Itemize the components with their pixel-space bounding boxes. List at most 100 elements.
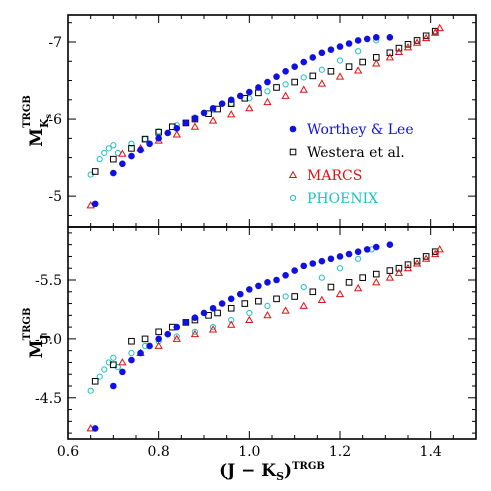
phoenix-point <box>355 48 362 55</box>
worthey-lee-point <box>110 169 117 177</box>
top-y-axis-title: MKs TRGB <box>22 95 53 147</box>
y-tick-label: -5 <box>48 189 62 205</box>
westera-et-al-point <box>345 279 353 286</box>
top-y-axis-sup: TRGB <box>22 95 33 128</box>
worthey-lee-point <box>91 200 99 208</box>
worthey-lee-point <box>327 255 335 263</box>
top-y-axis-subsub: s <box>43 113 53 118</box>
worthey-lee-point <box>155 135 162 142</box>
worthey-lee-point <box>91 425 99 432</box>
marcs-point <box>227 110 236 118</box>
worthey-lee-point <box>273 276 280 284</box>
phoenix-point <box>300 74 307 81</box>
worthey-lee-point <box>110 382 117 390</box>
worthey-lee-point <box>209 304 217 312</box>
worthey-lee-point <box>255 282 262 290</box>
x-axis-title: (J − KS)TRGB <box>219 461 325 483</box>
worthey-lee-point <box>327 46 335 53</box>
marcs-point <box>208 116 218 124</box>
marcs-point <box>385 53 395 61</box>
worthey-lee-point <box>137 146 144 154</box>
marcs-point <box>317 79 327 87</box>
legend-marker-worthey-lee <box>289 125 297 133</box>
worthey-lee-point <box>246 286 253 293</box>
worthey-lee-point <box>291 63 298 70</box>
worthey-lee-point <box>200 309 208 317</box>
marcs-point <box>172 334 181 342</box>
x-axis-main: (J − K <box>219 461 277 481</box>
westera-et-al-point <box>227 304 235 312</box>
legend-marker-phoenix <box>289 194 297 202</box>
phoenix-point <box>246 95 253 102</box>
worthey-lee-point <box>345 250 353 258</box>
westera-et-al-point <box>359 274 366 281</box>
worthey-lee-point <box>227 96 235 104</box>
marcs-point <box>435 23 444 32</box>
phoenix-point <box>336 57 344 64</box>
worthey-lee-point <box>191 314 199 321</box>
worthey-lee-point <box>200 109 208 117</box>
worthey-lee-point <box>218 300 226 307</box>
bottom-y-axis-main: M <box>27 339 47 358</box>
phoenix-point <box>105 145 112 152</box>
worthey-lee-point <box>137 349 144 357</box>
worthey-lee-point <box>318 257 326 265</box>
worthey-lee-point <box>119 368 126 376</box>
phoenix-point <box>264 88 271 95</box>
worthey-lee-point <box>209 104 217 112</box>
phoenix-point <box>101 149 108 157</box>
worthey-lee-point <box>291 267 298 274</box>
westera-et-al-point <box>214 309 221 317</box>
marcs-point <box>403 43 413 51</box>
phoenix-point <box>173 333 180 340</box>
worthey-lee-point <box>264 78 271 86</box>
westera-et-al-point <box>141 335 149 343</box>
westera-et-al-point <box>241 300 249 307</box>
worthey-lee-point <box>336 253 344 260</box>
westera-et-al-point <box>404 261 412 268</box>
westera-et-al-point <box>91 168 99 175</box>
phoenix-point <box>87 387 94 394</box>
marcs-point <box>385 273 395 281</box>
westera-et-al-point <box>395 264 403 272</box>
westera-et-al-point <box>327 283 335 291</box>
worthey-lee-point <box>146 342 153 350</box>
westera-et-al-point <box>404 40 412 48</box>
marcs-point <box>281 91 290 99</box>
marcs-point <box>335 289 345 298</box>
x-axis-sub: S <box>276 470 284 483</box>
worthey-lee-point <box>372 34 380 41</box>
y-tick-label: -4.5 <box>35 391 62 407</box>
marcs-point <box>154 341 163 349</box>
westera-et-al-point <box>255 89 262 97</box>
worthey-lee-point <box>273 73 280 80</box>
bottom-y-axis-sub: J <box>38 334 51 340</box>
worthey-lee-point <box>372 243 380 251</box>
x-axis-sup: TRGB <box>292 461 325 472</box>
worthey-lee-point <box>363 246 371 253</box>
westera-et-al-point <box>141 135 149 143</box>
phoenix-point <box>128 349 135 357</box>
marcs-point <box>394 268 404 276</box>
bottom-y-axis-title: MJ TRGB <box>22 308 51 359</box>
marcs-point <box>299 301 308 309</box>
worthey-lee-point <box>246 88 253 96</box>
worthey-lee-point <box>386 34 394 41</box>
westera-et-al-point <box>395 44 403 52</box>
marcs-point <box>353 283 363 292</box>
westera-et-al-point <box>413 257 421 265</box>
marcs-point <box>412 38 422 46</box>
phoenix-point <box>110 142 117 149</box>
top-y-axis-sub: K <box>38 118 51 128</box>
axis-ticks <box>67 15 477 439</box>
worthey-lee-point <box>236 290 244 298</box>
westera-et-al-point <box>91 377 99 385</box>
legend-label-marcs: MARCS <box>307 168 362 184</box>
phoenix-point <box>141 136 149 143</box>
y-tick-label: -7 <box>48 35 62 51</box>
x-tick-label: 1.0 <box>238 444 260 460</box>
phoenix-point <box>128 140 135 147</box>
worthey-lee-point <box>386 241 394 248</box>
westera-et-al-point <box>372 270 380 278</box>
worthey-lee-point <box>173 323 181 331</box>
